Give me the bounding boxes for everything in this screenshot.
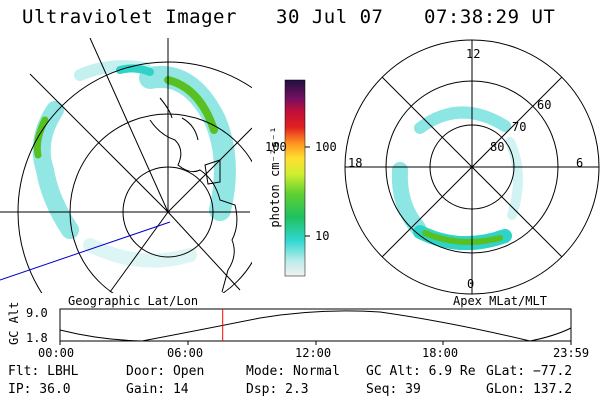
mlt-6-label: 6: [576, 156, 584, 170]
aurora-oval-geographic: [32, 60, 236, 268]
ip-info: IP: 36.0: [8, 382, 71, 397]
mlt-18-label: 18: [348, 156, 363, 170]
observation-time: 07:38:29 UT: [424, 6, 556, 28]
right-panel-title: Apex MLat/MLT: [453, 294, 547, 308]
xtick-1800: 18:00: [422, 346, 459, 360]
door-info: Door: Open: [126, 364, 205, 379]
xtick-0600: 06:00: [167, 346, 204, 360]
mode-info: Mode: Normal: [246, 364, 340, 379]
xtick-0000: 00:00: [38, 346, 75, 360]
instrument-title: Ultraviolet Imager: [22, 6, 237, 28]
xtick-2359: 23:59: [553, 346, 590, 360]
mlat-60-label: 60: [537, 98, 552, 112]
mlt-12-label: 12: [466, 47, 481, 61]
geographic-map: [0, 38, 252, 293]
altitude-ymax: 9.0: [26, 306, 48, 320]
gain-info: Gain: 14: [126, 382, 189, 397]
colorbar-unit-label: photon cm⁻²s⁻¹: [268, 126, 282, 228]
gc-alt-info: GC Alt: 6.9 Re: [366, 364, 476, 379]
observation-date: 30 Jul 07: [276, 6, 384, 28]
altitude-plot: [59, 308, 572, 345]
seq-info: Seq: 39: [366, 382, 421, 397]
altitude-ymin: 1.8: [26, 331, 48, 345]
dsp-info: Dsp: 2.3: [246, 382, 309, 397]
filter-info: Flt: LBHL: [8, 364, 79, 379]
glat-info: GLat: −77.2: [486, 364, 573, 379]
mlat-80-label: 80: [490, 140, 505, 154]
colorbar-tick-10-label: 10: [315, 229, 330, 243]
glon-info: GLon: 137.2: [486, 382, 573, 397]
left-panel-title: Geographic Lat/Lon: [68, 294, 199, 308]
mlt-0-label: 0: [467, 277, 475, 291]
colorbar-tick-100-label: 100: [315, 140, 337, 154]
colorbar-tick-100: 100: [265, 140, 287, 154]
apex-polar-plot: [344, 39, 600, 295]
xtick-1200: 12:00: [295, 346, 332, 360]
colorbar: [284, 79, 310, 277]
mlat-70-label: 70: [512, 120, 527, 134]
altitude-ylabel: GC Alt: [7, 301, 21, 345]
